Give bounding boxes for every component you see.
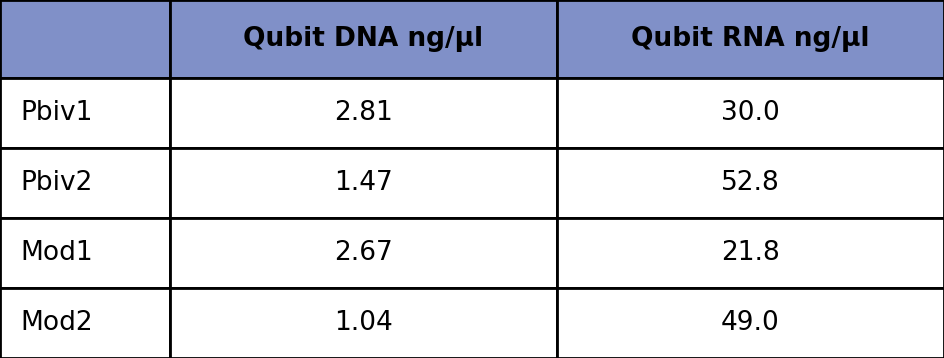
Text: Qubit DNA ng/µl: Qubit DNA ng/µl — [244, 26, 483, 52]
Bar — [170, 148, 557, 218]
Bar — [170, 218, 557, 288]
Bar — [557, 218, 944, 288]
Text: Mod1: Mod1 — [21, 240, 93, 266]
Text: Mod2: Mod2 — [21, 310, 93, 336]
Text: 2.81: 2.81 — [334, 100, 393, 126]
Bar — [0, 0, 170, 78]
Bar — [170, 78, 557, 148]
Bar — [557, 78, 944, 148]
Bar — [0, 78, 170, 148]
Text: 1.04: 1.04 — [334, 310, 393, 336]
Text: 21.8: 21.8 — [721, 240, 780, 266]
Text: 1.47: 1.47 — [334, 170, 393, 196]
Text: 49.0: 49.0 — [721, 310, 780, 336]
Bar — [0, 288, 170, 358]
Bar — [0, 148, 170, 218]
Bar — [170, 288, 557, 358]
Text: Pbiv2: Pbiv2 — [21, 170, 93, 196]
Bar — [557, 0, 944, 78]
Text: 2.67: 2.67 — [334, 240, 393, 266]
Bar — [170, 0, 557, 78]
Bar — [557, 288, 944, 358]
Text: Pbiv1: Pbiv1 — [21, 100, 93, 126]
Bar — [0, 218, 170, 288]
Text: 52.8: 52.8 — [721, 170, 780, 196]
Text: 30.0: 30.0 — [721, 100, 780, 126]
Bar — [557, 148, 944, 218]
Text: Qubit RNA ng/µl: Qubit RNA ng/µl — [632, 26, 869, 52]
